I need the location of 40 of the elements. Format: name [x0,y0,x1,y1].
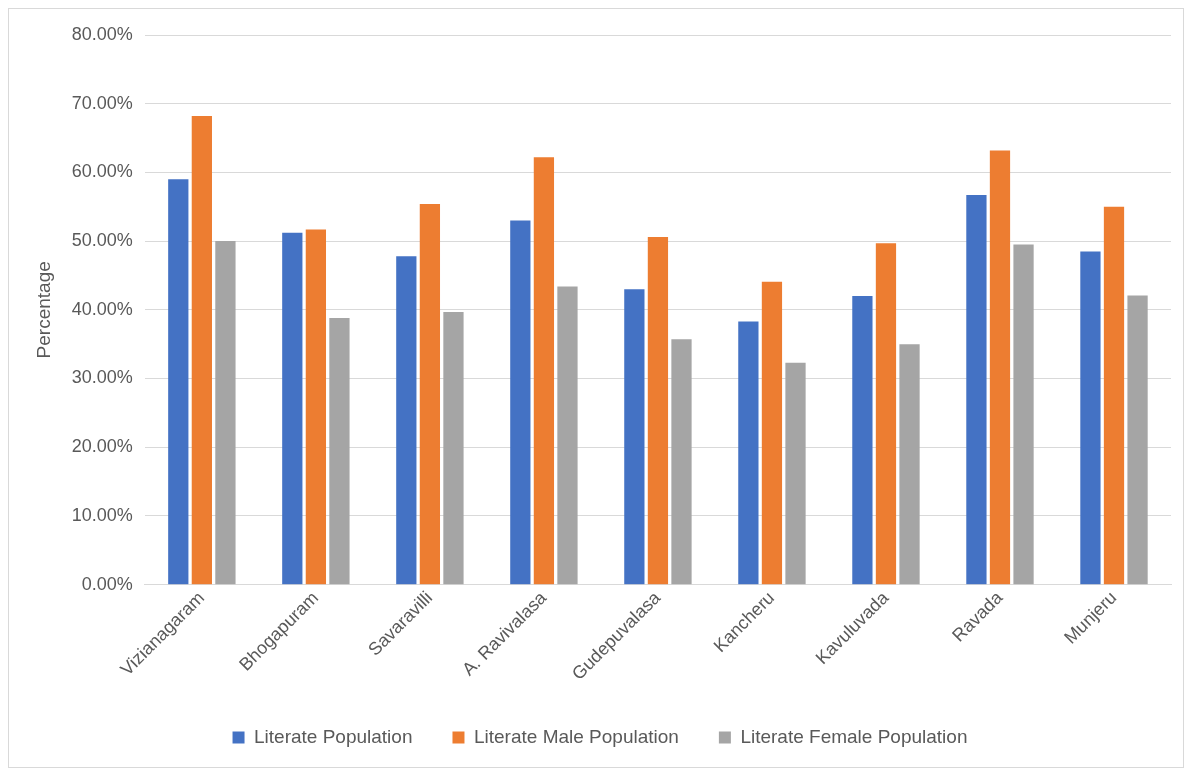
y-tick-label: 10.00% [71,504,133,525]
y-tick-label: 60.00% [71,161,133,182]
y-tick-label: 80.00% [71,23,133,44]
bar [168,179,189,585]
bar [396,256,417,585]
y-tick-label: 50.00% [71,230,133,251]
bar [875,243,897,585]
bar [1080,251,1101,585]
legend-label: Literate Male Population [473,725,679,747]
bar [419,204,441,585]
bar [329,318,350,585]
y-tick-label: 40.00% [71,298,133,319]
y-tick-label: 0.00% [81,573,133,594]
bar [215,241,236,585]
bar [761,281,783,585]
bar [899,344,920,585]
bar [785,362,806,585]
y-axis-title: Percentage [32,261,54,359]
bar [533,157,555,585]
bar [671,339,692,585]
bar [305,229,327,585]
legend-label: Literate Population [254,725,413,747]
legend-label: Literate Female Population [740,725,968,747]
y-tick-label: 20.00% [71,436,133,457]
y-tick-label: 30.00% [71,367,133,388]
bar [989,150,1011,585]
bar [738,321,759,585]
bar [647,236,669,585]
bar [191,116,212,585]
bar [1103,206,1125,585]
bar [282,232,303,585]
bar [624,289,645,585]
bar [966,195,987,585]
bar [1013,244,1034,585]
bar [852,296,873,585]
bar [557,286,578,585]
y-tick-label: 70.00% [71,92,133,113]
bar [1127,295,1148,585]
bar [510,220,531,585]
bar [443,311,464,585]
